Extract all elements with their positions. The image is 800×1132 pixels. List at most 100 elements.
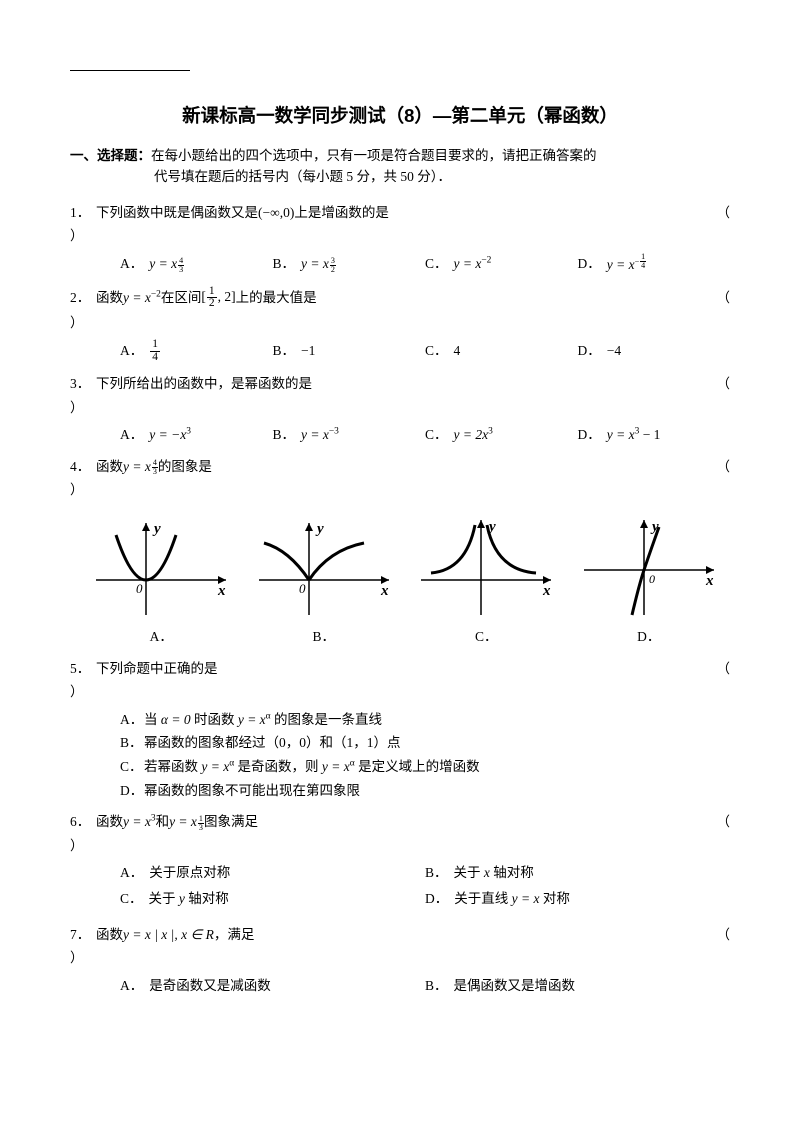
q1d-supd: 4 <box>640 261 646 270</box>
q6b-label: B． <box>425 862 448 884</box>
q1-paren-open: （ <box>714 202 730 224</box>
section-instruction: 一、选择题：在每小题给出的四个选项中，只有一项是符合题目要求的，请把正确答案的 … <box>70 145 730 188</box>
q3b-label: B． <box>273 424 296 446</box>
header-rule <box>70 70 190 71</box>
q3a-sup: 3 <box>186 427 191 437</box>
q6-opt-d: D． 关于直线 y = x 对称 <box>425 888 730 910</box>
q7-opt-a: A． 是奇函数又是减函数 <box>120 975 425 997</box>
q3-opt-a: A． y = −x3 <box>120 424 273 446</box>
q7-text: 函数 y = x | x |, x ∈ R ，满足 <box>96 924 714 946</box>
q2-opt-c: C． 4 <box>425 340 578 362</box>
q2d-val: −4 <box>607 340 621 362</box>
q1-text-after: 上是增函数的是 <box>294 202 389 224</box>
q3-paren-open: （ <box>714 373 730 395</box>
q4-gl-d: D． <box>568 626 731 648</box>
q7-after: ，满足 <box>214 924 255 946</box>
q1-opt-c: C． y = x−2 <box>425 253 578 275</box>
q6-paren-open: （ <box>714 811 730 833</box>
q1a-supd: 3 <box>178 265 184 274</box>
q5a-mid: 时函数 <box>194 712 238 727</box>
question-7: 7． 函数 y = x | x |, x ∈ R ，满足 （ ） A． 是奇函数… <box>70 924 730 1001</box>
svg-text:x: x <box>705 573 714 589</box>
q2-opt-b: B． −1 <box>273 340 426 362</box>
q3-paren-close: ） <box>70 397 730 419</box>
q2-after: 上的最大值是 <box>236 287 317 309</box>
q3c-expr: y = 2x <box>454 427 489 442</box>
q7-func: y = x | x |, x ∈ R <box>123 924 214 946</box>
q1-interval: (−∞,0) <box>258 202 294 224</box>
q1-paren-close: ） <box>70 225 730 247</box>
q7-number: 7． <box>70 924 96 946</box>
q3-opt-d: D． y = x3 − 1 <box>578 424 731 446</box>
q4-text: 函数 y = x43 的图象是 <box>96 456 714 478</box>
q1d-base: y = x <box>607 257 635 272</box>
q4-paren-open: （ <box>714 456 730 478</box>
q4-graph-d: y x 0 <box>574 515 724 620</box>
svg-text:x: x <box>542 583 551 599</box>
q7-opt-b: B． 是偶函数又是增函数 <box>425 975 730 997</box>
q1-number: 1． <box>70 202 96 224</box>
q1d-supn: 1 <box>640 253 646 261</box>
q1a-base: y = x <box>149 256 177 271</box>
q6-number: 6． <box>70 811 96 833</box>
q1-opt-d: D． y = x−14 <box>578 253 731 276</box>
question-1: 1． 下列函数中既是偶函数又是 (−∞,0) 上是增函数的是 （ ） A． y … <box>70 202 730 276</box>
q4-number: 4． <box>70 456 96 478</box>
q5c-label: C． <box>120 756 144 778</box>
q6-options: A． 关于原点对称 B． 关于 x 轴对称 C． 关于 y 轴对称 D． 关于直… <box>70 862 730 913</box>
q1-opt-b-label: B． <box>273 253 296 275</box>
q7a-text: 是奇函数又是减函数 <box>149 975 271 997</box>
q6-opt-a: A． 关于原点对称 <box>120 862 425 884</box>
q5b-text: 幂函数的图象都经过（0，0）和（1，1）点 <box>144 732 401 754</box>
q5a-alpha: α = 0 <box>161 712 191 727</box>
q6-after: 图象满足 <box>204 811 258 833</box>
q1-text: 下列函数中既是偶函数又是 (−∞,0) 上是增函数的是 <box>96 202 714 224</box>
q4-before: 函数 <box>96 456 123 478</box>
q7-options: A． 是奇函数又是减函数 B． 是偶函数又是增函数 <box>70 975 730 1001</box>
q4-graph-c: y x <box>411 515 561 620</box>
q2a-fn: 1 <box>150 339 160 350</box>
q5-opt-b: B． 幂函数的图象都经过（0，0）和（1，1）点 <box>120 732 730 754</box>
q7-paren-open: （ <box>714 924 730 946</box>
q7-paren-close: ） <box>70 947 730 969</box>
q2-io: [ <box>201 289 206 304</box>
q6b-pre: 关于 <box>454 865 484 880</box>
q5c-s1: α <box>229 759 234 769</box>
q1b-supd: 2 <box>330 265 336 274</box>
q5-text: 下列命题中正确的是 <box>96 658 714 680</box>
q2d-label: D． <box>578 340 601 362</box>
q4-paren-close: ） <box>70 479 730 501</box>
q2-before: 函数 <box>96 287 123 309</box>
q4-graph-b: y x 0 <box>249 515 399 620</box>
q3d-tail: − 1 <box>639 427 660 442</box>
q1-text-before: 下列函数中既是偶函数又是 <box>96 202 258 224</box>
q5a-post: 的图象是一条直线 <box>274 712 382 727</box>
q2-opt-d: D． −4 <box>578 340 731 362</box>
question-3: 3． 下列所给出的函数中，是幂函数的是 （ ） A． y = −x3 B． y … <box>70 373 730 446</box>
svg-text:0: 0 <box>299 581 306 596</box>
q6-f2: y = x <box>169 814 197 829</box>
q5c-f2: y = x <box>322 759 350 774</box>
question-2: 2． 函数 y = x−2 在区间 [12, 2] 上的最大值是 （ ） A． … <box>70 286 730 363</box>
q6a-label: A． <box>120 862 143 884</box>
q1c-sup: −2 <box>481 256 491 266</box>
q6-f1: y = x <box>123 814 151 829</box>
question-4: 4． 函数 y = x43 的图象是 （ ） y x 0 <box>70 456 730 648</box>
q1-options: A． y = x43 B． y = x32 C． y = x−2 D． y = … <box>70 253 730 276</box>
q2b-val: −1 <box>301 340 315 362</box>
q6c-post: 轴对称 <box>185 891 229 906</box>
q4-graph-labels: A． B． C． D． <box>70 626 730 648</box>
q6-opt-c: C． 关于 y 轴对称 <box>120 888 425 910</box>
svg-text:y: y <box>152 521 161 537</box>
q3b-expr: y = x <box>301 427 329 442</box>
q5c-f1: y = x <box>201 759 229 774</box>
q6c-label: C． <box>120 888 143 910</box>
q2-number: 2． <box>70 287 96 309</box>
q2-paren-open: （ <box>714 287 730 309</box>
q4-func: y = x <box>123 459 151 474</box>
q1b-supn: 3 <box>330 257 336 265</box>
q7a-label: A． <box>120 975 143 997</box>
q3d-label: D． <box>578 424 601 446</box>
q1d-neg: − <box>635 258 640 266</box>
q4-after: 的图象是 <box>158 456 212 478</box>
